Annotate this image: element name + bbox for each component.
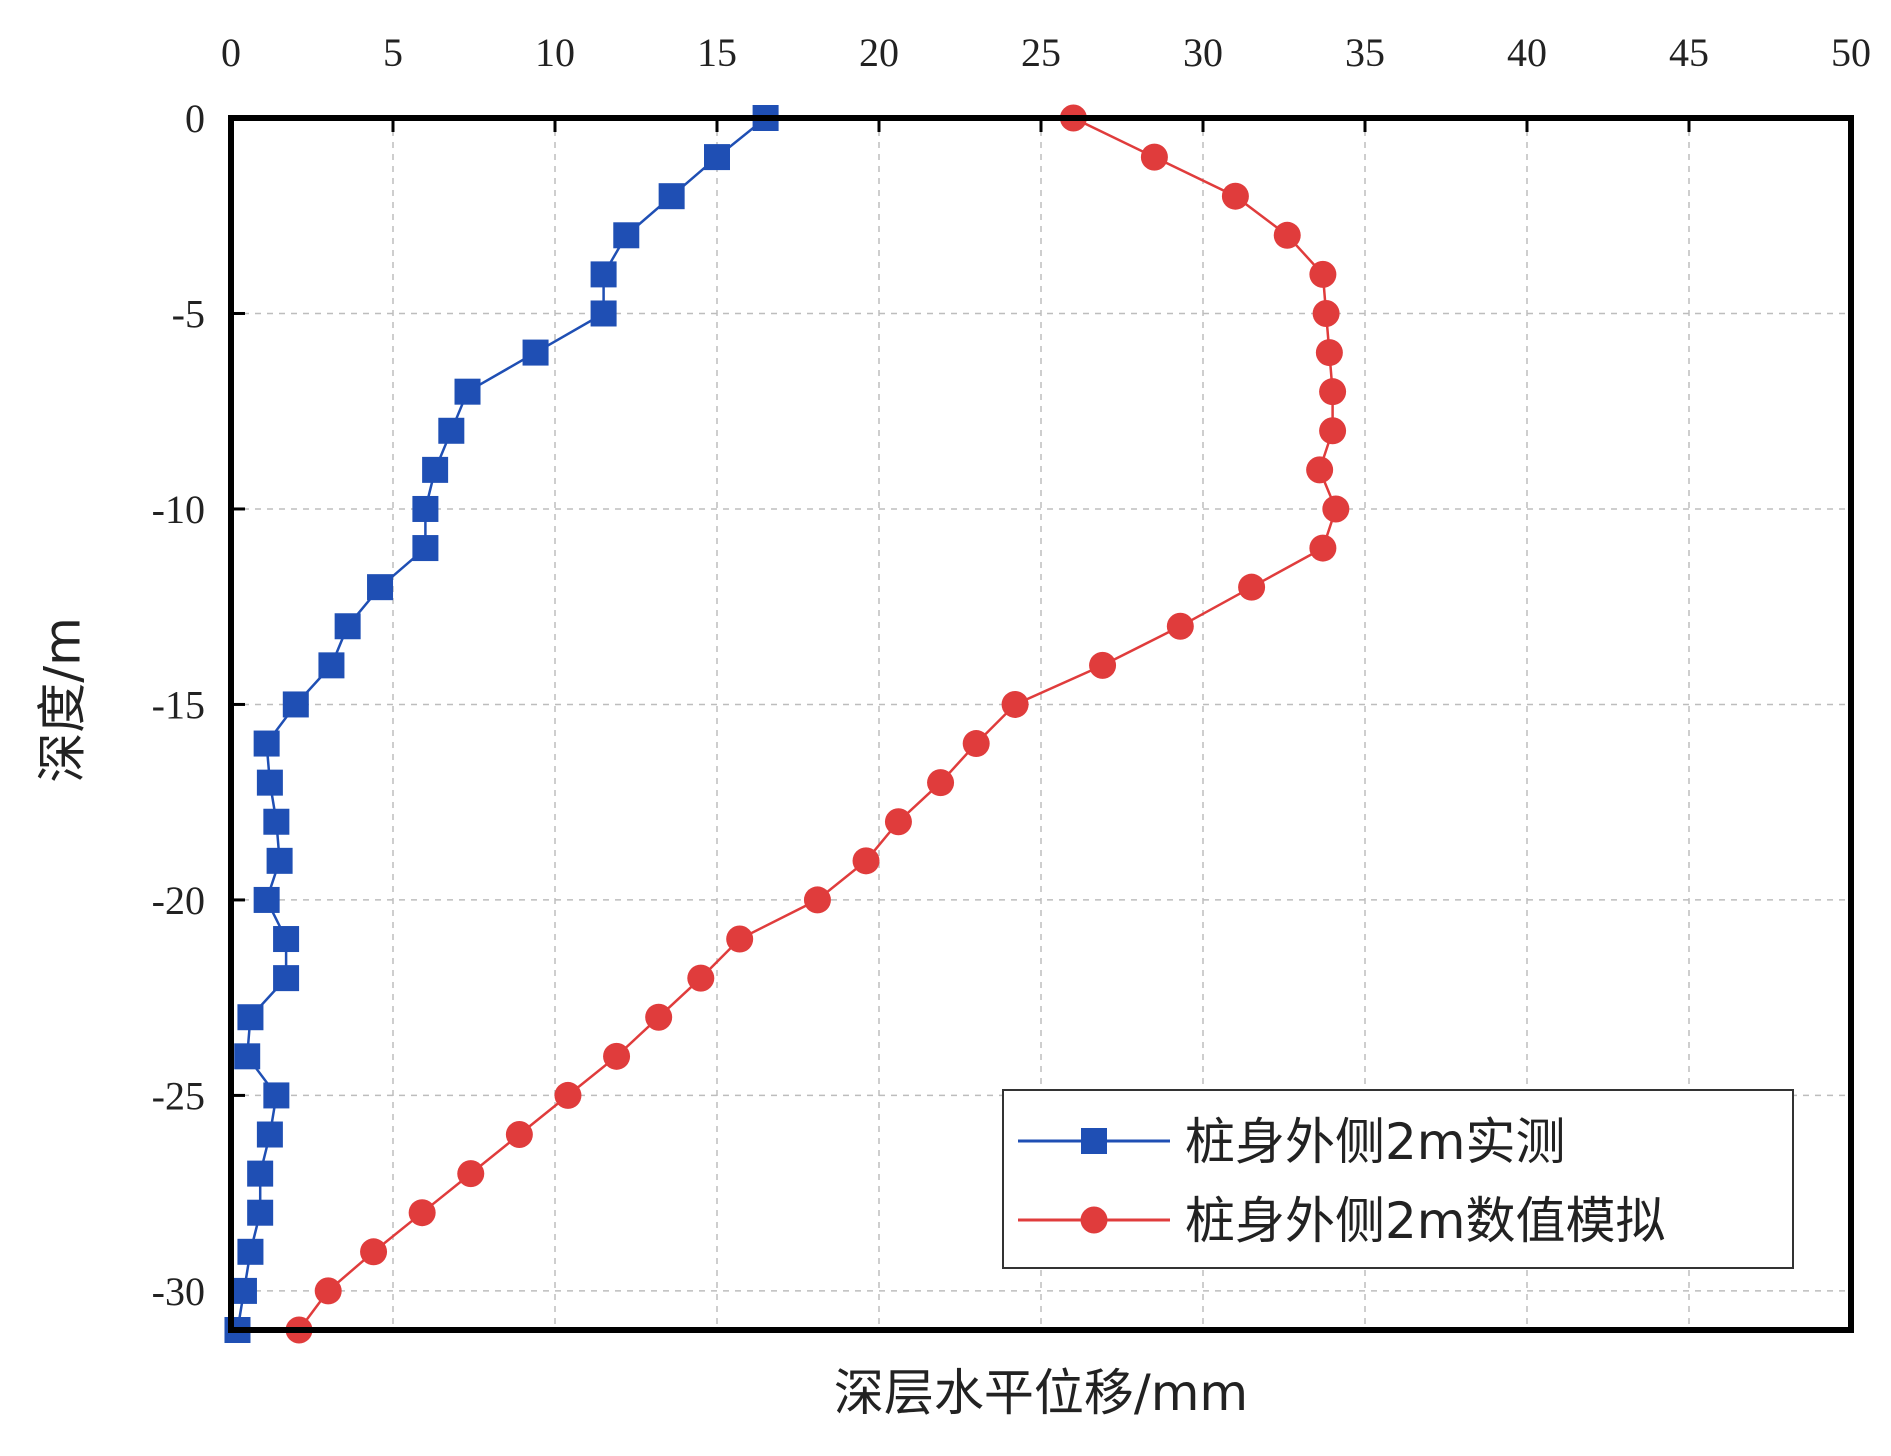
legend-label-simulated: 桩身外侧2m数值模拟 — [1185, 1192, 1666, 1250]
data-point — [237, 1004, 264, 1031]
x-axis-title: 深层水平位移/mm — [834, 1364, 1248, 1422]
data-point — [253, 730, 280, 757]
legend-label-measured: 桩身外侧2m实测 — [1185, 1113, 1566, 1171]
data-point — [687, 964, 715, 992]
data-point — [318, 652, 345, 679]
x-tick-label: 40 — [1507, 30, 1547, 75]
data-point — [1306, 456, 1334, 484]
legend-box — [1002, 1089, 1794, 1269]
y-tick-label: -10 — [152, 487, 205, 532]
y-tick-label: -15 — [152, 682, 205, 727]
data-point — [282, 691, 309, 718]
y-tick-label: -30 — [152, 1269, 205, 1314]
data-point — [412, 535, 439, 562]
data-point — [237, 1238, 264, 1265]
x-tick-label: 45 — [1669, 30, 1709, 75]
data-point — [234, 1043, 261, 1070]
data-point — [590, 261, 617, 288]
data-point — [726, 925, 754, 953]
data-point — [1273, 221, 1301, 249]
data-point — [1238, 573, 1266, 601]
x-tick-label: 10 — [535, 30, 575, 75]
data-point — [334, 613, 361, 640]
data-point — [603, 1042, 631, 1070]
y-tick-label: -5 — [172, 291, 205, 336]
data-point — [852, 847, 880, 875]
y-tick-label: -25 — [152, 1073, 205, 1118]
data-point — [263, 1082, 290, 1109]
data-point — [253, 886, 280, 913]
data-point — [884, 808, 912, 836]
data-point — [273, 965, 300, 992]
y-tick-label: 0 — [185, 96, 205, 141]
data-point — [1319, 417, 1347, 445]
data-point — [554, 1081, 582, 1109]
data-point — [1221, 182, 1249, 210]
plot-frame — [228, 115, 1854, 1333]
legend-marker-circle — [1080, 1206, 1108, 1234]
data-point — [367, 574, 394, 601]
data-point — [962, 730, 990, 758]
x-tick-label: 25 — [1021, 30, 1061, 75]
data-point — [1309, 534, 1337, 562]
data-point — [505, 1121, 533, 1149]
data-point — [645, 1003, 673, 1031]
data-point — [522, 339, 549, 366]
data-point — [454, 378, 481, 405]
data-point — [273, 926, 300, 953]
data-point — [438, 417, 465, 444]
x-tick-label: 20 — [859, 30, 899, 75]
y-axis-title: 深度/m — [34, 617, 92, 783]
data-point — [658, 183, 685, 210]
data-point — [1322, 495, 1350, 523]
data-point — [408, 1199, 436, 1227]
data-point — [1309, 260, 1337, 288]
data-point — [1166, 612, 1194, 640]
data-point — [247, 1199, 274, 1226]
y-axis-ticks: 0 -5 -10 -15 -20 -25 -30 — [152, 96, 245, 1314]
data-point — [1319, 378, 1347, 406]
data-point — [927, 769, 955, 797]
data-point — [590, 300, 617, 327]
data-point — [1312, 299, 1340, 327]
x-tick-label: 5 — [383, 30, 403, 75]
data-point — [256, 1121, 283, 1148]
legend: 桩身外侧2m实测 桩身外侧2m数值模拟 — [1002, 1089, 1794, 1269]
data-point — [1001, 690, 1029, 718]
data-point — [1089, 651, 1117, 679]
x-tick-label: 0 — [221, 30, 241, 75]
legend-marker-square — [1081, 1128, 1107, 1154]
data-point — [230, 1277, 257, 1304]
x-tick-label: 35 — [1345, 30, 1385, 75]
data-point — [247, 1160, 274, 1187]
data-point — [256, 769, 283, 796]
data-point — [1315, 339, 1343, 367]
series-layer — [224, 104, 1350, 1344]
data-point — [412, 495, 439, 522]
x-tick-label: 15 — [697, 30, 737, 75]
data-point — [263, 808, 290, 835]
data-point — [266, 847, 293, 874]
x-axis-ticks: 0 5 10 15 20 25 30 35 40 45 50 — [221, 30, 1871, 132]
data-point — [314, 1277, 342, 1305]
series-simulated — [285, 104, 1350, 1344]
data-point — [422, 456, 449, 483]
data-point — [1140, 143, 1168, 171]
data-point — [704, 144, 730, 171]
data-point — [360, 1238, 388, 1266]
x-tick-label: 50 — [1831, 30, 1871, 75]
data-point — [803, 886, 831, 914]
y-tick-label: -20 — [152, 878, 205, 923]
series-measured — [224, 105, 779, 1343]
data-point — [457, 1160, 485, 1188]
data-point — [613, 222, 640, 249]
x-tick-label: 30 — [1183, 30, 1223, 75]
